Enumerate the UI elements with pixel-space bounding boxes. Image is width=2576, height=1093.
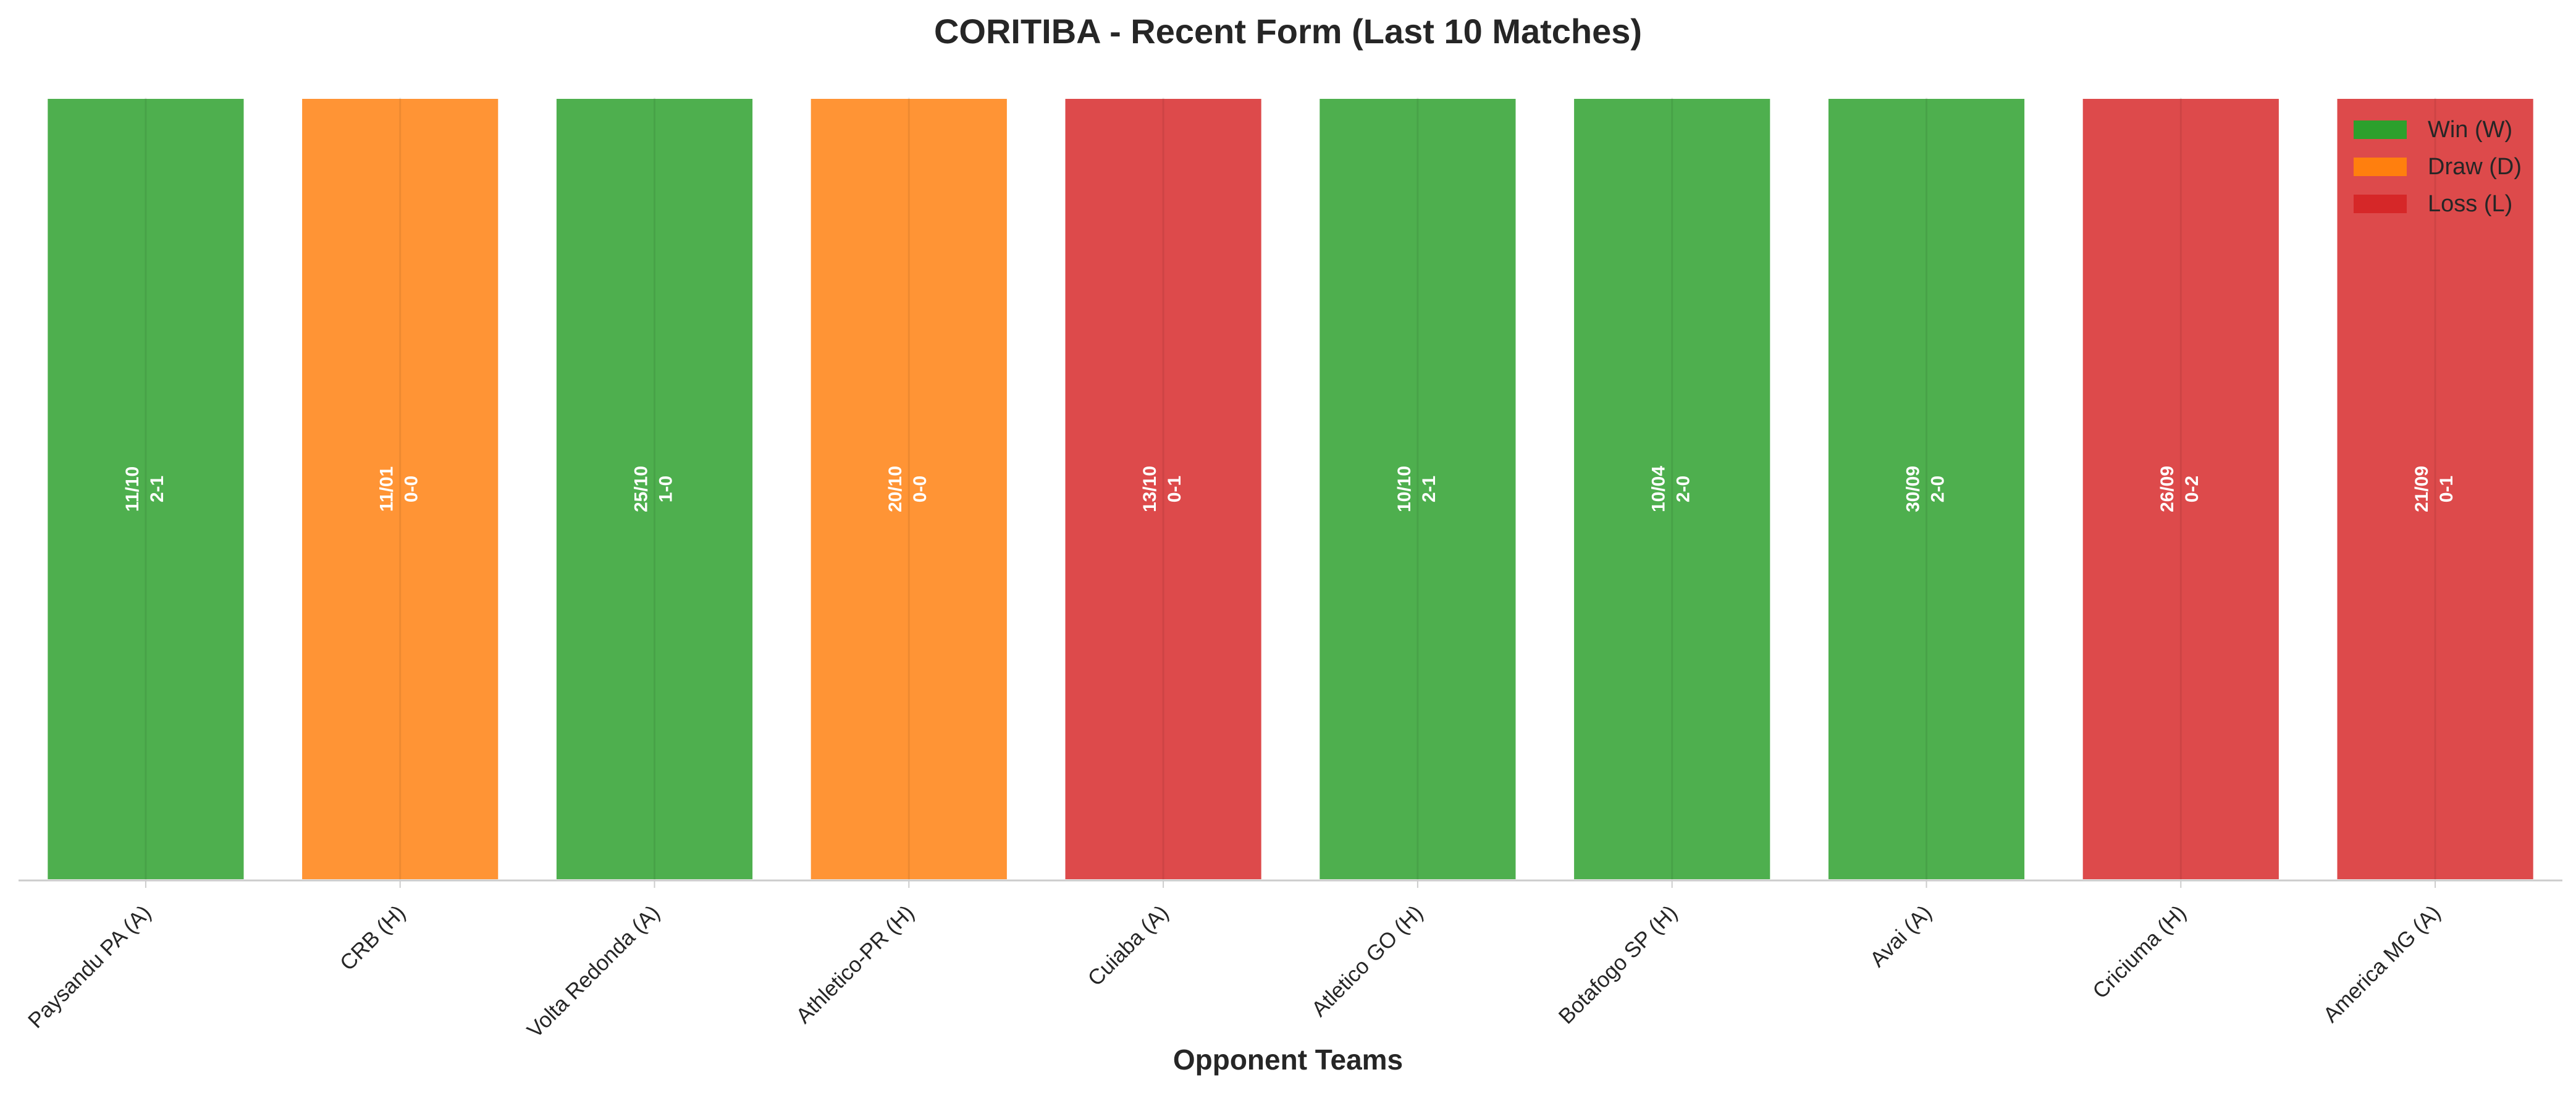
legend-label-draw: Draw (D) — [2428, 153, 2522, 180]
bar — [1572, 96, 1773, 882]
bar-score-label: 0-0 — [910, 476, 930, 502]
legend-label-win: Win (W) — [2428, 116, 2513, 143]
bar-score-label: 0-2 — [2182, 476, 2202, 502]
x-tick-label: Cuiaba (A) — [1083, 901, 1173, 991]
bar-score-label: 2-0 — [1927, 476, 1948, 502]
legend-item-loss: Loss (L) — [2354, 185, 2522, 222]
legend: Win (W) Draw (D) Loss (L) — [2354, 111, 2522, 222]
bar-date-label: 11/01 — [377, 466, 397, 512]
bar — [1063, 96, 1264, 882]
bar-score-label: 2-0 — [1673, 476, 1694, 502]
legend-swatch-draw — [2354, 158, 2407, 176]
legend-item-win: Win (W) — [2354, 111, 2522, 148]
bar-score-label: 0-1 — [2436, 476, 2457, 502]
x-axis-title: Opponent Teams — [1172, 1044, 1404, 1076]
x-tick-label: Volta Redonda (A) — [523, 901, 665, 1043]
bar — [45, 96, 246, 882]
legend-label-loss: Loss (L) — [2428, 190, 2513, 217]
bar-date-label: 10/04 — [1649, 466, 1669, 512]
x-tick-label: Paysandu PA (A) — [23, 901, 156, 1033]
bar-score-label: 2-1 — [1419, 476, 1439, 502]
x-tick-label: Botafogo SP (H) — [1554, 901, 1682, 1029]
bar — [554, 96, 756, 882]
bar-date-label: 10/10 — [1394, 466, 1415, 512]
x-tick-label: Avai (A) — [1866, 901, 1937, 972]
bar-date-label: 11/10 — [122, 466, 143, 512]
bar — [1825, 96, 2027, 882]
x-tick-label: America MG (A) — [2318, 901, 2445, 1028]
bar-date-label: 20/10 — [885, 466, 906, 512]
x-tick-label: Atletico GO (H) — [1307, 901, 1428, 1021]
bar-date-label: 30/09 — [1903, 466, 1923, 512]
bar-score-label: 1-0 — [655, 476, 676, 502]
chart-title: CORITIBA - Recent Form (Last 10 Matches) — [933, 12, 1643, 51]
bar-score-label: 0-1 — [1164, 476, 1185, 502]
bar-date-label: 26/09 — [2157, 466, 2178, 512]
legend-swatch-loss — [2354, 195, 2407, 213]
bar — [2080, 96, 2281, 882]
legend-swatch-win — [2354, 120, 2407, 139]
x-tick-label: Criciuma (H) — [2088, 901, 2191, 1003]
bar-score-label: 2-1 — [147, 476, 167, 502]
bar-date-label: 13/10 — [1140, 466, 1160, 512]
bar-score-label: 0-0 — [402, 476, 422, 502]
bar-date-label: 25/10 — [631, 466, 651, 512]
x-tick-label: Athletico-PR (H) — [791, 901, 919, 1028]
legend-item-draw: Draw (D) — [2354, 148, 2522, 185]
bar-date-label: 21/09 — [2412, 466, 2432, 512]
x-tick-label: CRB (H) — [335, 901, 410, 976]
bar — [2334, 96, 2536, 882]
